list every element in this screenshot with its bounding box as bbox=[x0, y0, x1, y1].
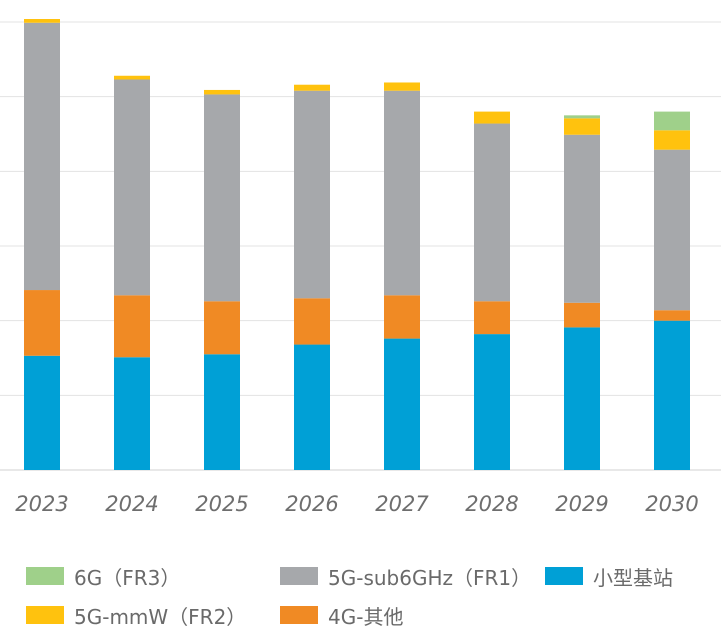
bar-segment-2024-series-1 bbox=[114, 295, 150, 358]
legend-item-5g-mmw: 5G-mmW（FR2） bbox=[26, 600, 246, 630]
bar-segment-2025-series-1 bbox=[204, 301, 240, 355]
bar-segment-2024-series-3 bbox=[114, 75, 150, 80]
x-tick-label-2026: 2026 bbox=[285, 492, 338, 516]
bar-segment-2025-series-3 bbox=[204, 89, 240, 95]
legend-label-5g-mmw: 5G-mmW（FR2） bbox=[74, 604, 247, 629]
bar-segment-2027-series-3 bbox=[384, 82, 420, 91]
bar-segment-2030-series-4 bbox=[654, 111, 690, 131]
bar-segment-2027-series-1 bbox=[384, 295, 420, 339]
bar-segment-2028-series-1 bbox=[474, 301, 510, 335]
bar-segment-2030-series-2 bbox=[654, 149, 690, 311]
x-tick-label-2023: 2023 bbox=[15, 492, 68, 516]
x-tick-label-2027: 2027 bbox=[375, 492, 429, 516]
legend-swatch-5g-mmw bbox=[26, 606, 64, 624]
bar-segment-2028-series-0 bbox=[474, 334, 510, 470]
legend-swatch-5g-sub6 bbox=[280, 567, 318, 585]
stacked-bar-chart: 2023 2024 2025 2026 2027 2028 2029 2030 bbox=[0, 19, 721, 516]
bar-segment-2026-series-2 bbox=[294, 90, 330, 299]
bar-segment-2029-series-0 bbox=[564, 327, 600, 470]
bar-segment-2030-series-3 bbox=[654, 130, 690, 150]
legend-swatch-6g bbox=[26, 567, 64, 585]
bar-segment-2023-series-0 bbox=[24, 355, 60, 470]
legend-item-4g-other: 4G-其他 bbox=[280, 600, 403, 630]
legend-label-4g-other: 4G-其他 bbox=[328, 604, 404, 629]
bar-segment-2029-series-4 bbox=[564, 115, 600, 119]
chart-legend: 6G（FR3） 5G-sub6GHz（FR1） 小型基站 5G-mmW（FR2）… bbox=[0, 556, 721, 636]
bar-segment-2024-series-2 bbox=[114, 79, 150, 296]
legend-swatch-4g-other bbox=[280, 606, 318, 624]
x-tick-label-2028: 2028 bbox=[465, 492, 518, 516]
legend-item-5g-sub6: 5G-sub6GHz（FR1） bbox=[280, 561, 531, 591]
legend-item-small-cell: 小型基站 bbox=[545, 561, 673, 591]
bar-segment-2028-series-2 bbox=[474, 123, 510, 302]
bar-segment-2026-series-0 bbox=[294, 344, 330, 470]
legend-label-6g: 6G（FR3） bbox=[74, 565, 181, 590]
bar-segment-2028-series-3 bbox=[474, 111, 510, 124]
bar-segment-2026-series-3 bbox=[294, 84, 330, 91]
legend-item-6g: 6G（FR3） bbox=[26, 561, 180, 591]
bar-segment-2030-series-0 bbox=[654, 320, 690, 470]
legend-label-5g-sub6: 5G-sub6GHz（FR1） bbox=[328, 565, 532, 590]
x-tick-label-2029: 2029 bbox=[555, 492, 608, 516]
x-tick-label-2025: 2025 bbox=[195, 492, 248, 516]
bar-segment-2024-series-0 bbox=[114, 357, 150, 470]
bar-segment-2027-series-2 bbox=[384, 90, 420, 296]
bar-segment-2029-series-1 bbox=[564, 302, 600, 328]
bar-segment-2029-series-3 bbox=[564, 118, 600, 135]
legend-swatch-small-cell bbox=[545, 567, 583, 585]
bar-segment-2025-series-0 bbox=[204, 354, 240, 470]
bar-segment-2023-series-2 bbox=[24, 22, 60, 291]
bar-segment-2023-series-1 bbox=[24, 290, 60, 356]
bar-segment-2030-series-1 bbox=[654, 310, 690, 321]
bar-segment-2026-series-1 bbox=[294, 298, 330, 345]
legend-label-small-cell: 小型基站 bbox=[593, 565, 673, 590]
bar-segment-2027-series-0 bbox=[384, 338, 420, 470]
bar-segment-2023-series-3 bbox=[24, 19, 60, 23]
bar-segment-2029-series-2 bbox=[564, 134, 600, 303]
bar-segment-2025-series-2 bbox=[204, 94, 240, 302]
x-tick-label-2030: 2030 bbox=[645, 492, 698, 516]
x-tick-label-2024: 2024 bbox=[105, 492, 158, 516]
